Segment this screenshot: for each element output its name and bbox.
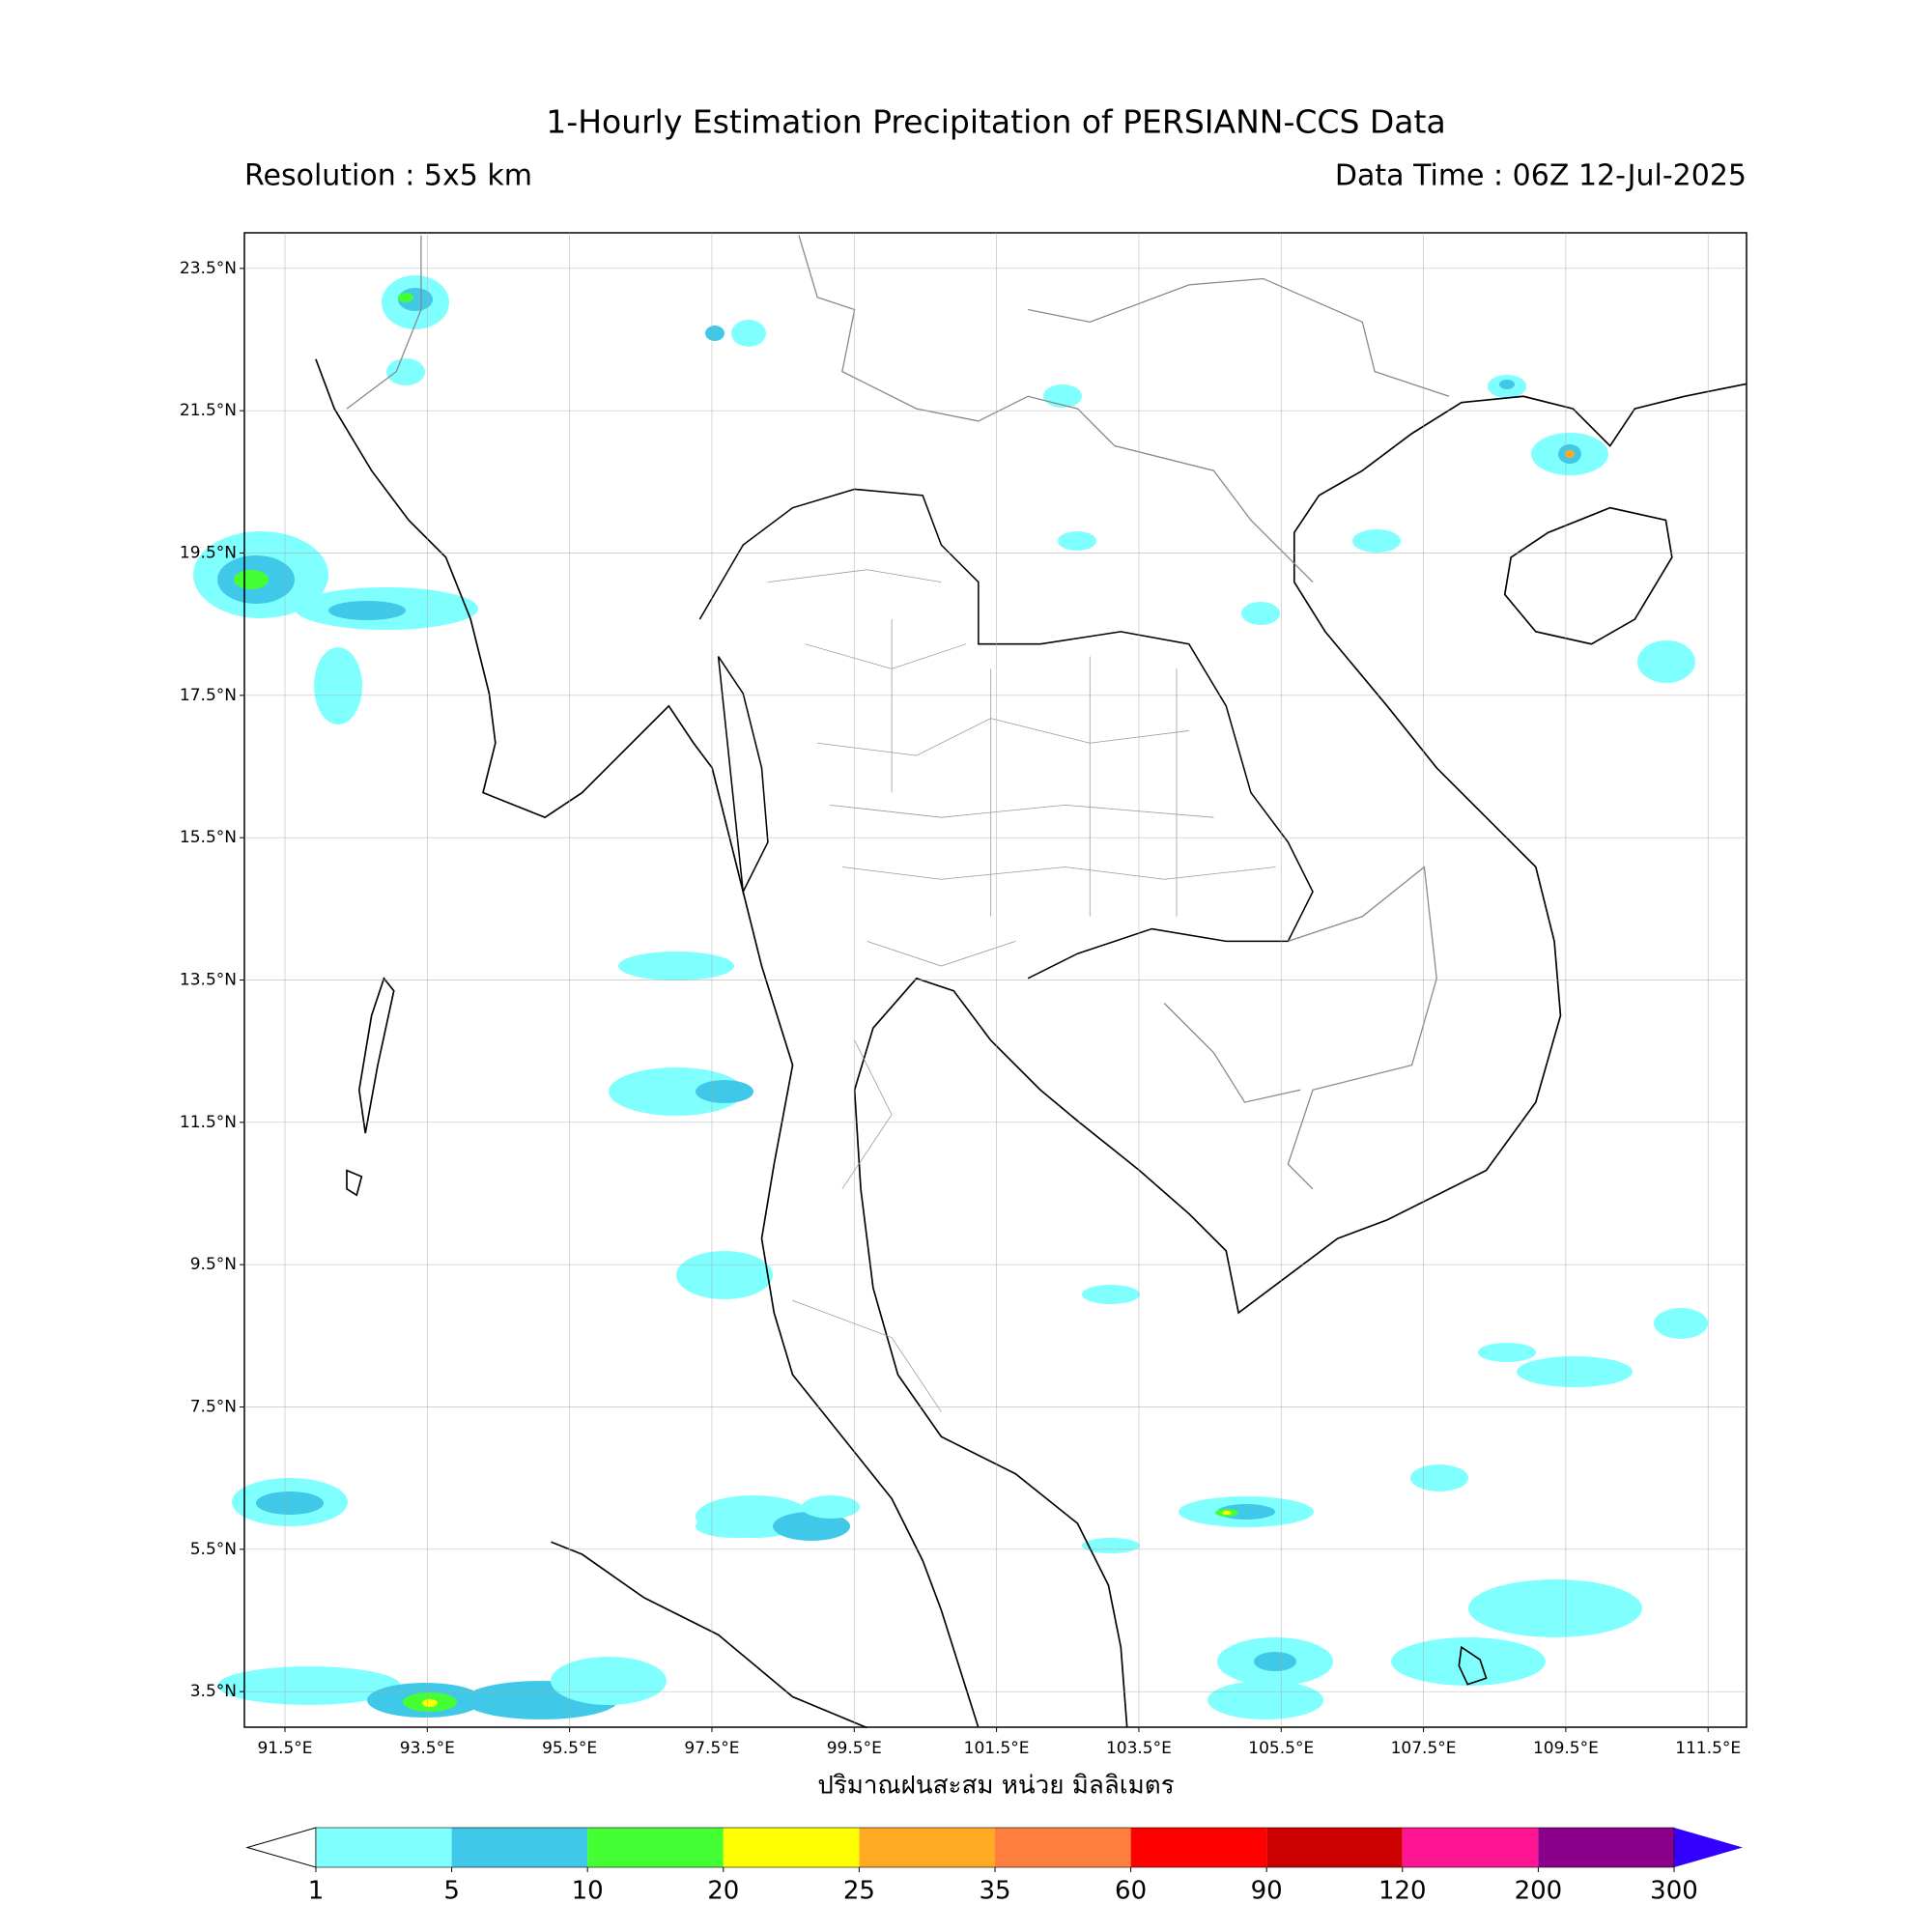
precip-area <box>1352 529 1401 553</box>
y-tick-label: 19.5°N <box>180 544 237 563</box>
x-tick-label: 111.5°E <box>1675 1739 1741 1758</box>
y-tick-label: 9.5°N <box>190 1255 237 1274</box>
colorbar-label: 90 <box>1251 1877 1283 1906</box>
precip-area <box>234 570 269 589</box>
x-tick-label: 109.5°E <box>1533 1739 1599 1758</box>
precip-area <box>1241 602 1280 625</box>
precip-area <box>328 601 406 620</box>
y-tick-label: 5.5°N <box>190 1540 237 1559</box>
colorbar-label: 25 <box>843 1877 875 1906</box>
colorbar-box <box>1538 1828 1674 1867</box>
x-tick-label: 99.5°E <box>827 1739 882 1758</box>
coastline <box>551 1541 867 1729</box>
precip-area <box>1410 1464 1468 1492</box>
resolution: Resolution : 5x5 km <box>244 159 532 193</box>
country-border <box>346 235 1450 1190</box>
colorbar-label: 200 <box>1515 1877 1563 1906</box>
colorbar-box <box>1402 1828 1539 1867</box>
x-tick-label: 93.5°E <box>400 1739 455 1758</box>
colorbar-label: 300 <box>1650 1877 1698 1906</box>
precip-area <box>1468 1579 1642 1637</box>
colorbar-box <box>859 1828 995 1867</box>
colorbar-label: 60 <box>1115 1877 1147 1906</box>
y-tick-label: 21.5°N <box>180 401 237 420</box>
precip-area <box>1654 1308 1708 1339</box>
coastline <box>315 358 1747 1728</box>
y-tick-label: 11.5°N <box>180 1113 237 1132</box>
data-time: Data Time : 06Z 12-Jul-2025 <box>1335 159 1747 193</box>
colorbar-over <box>1674 1828 1743 1867</box>
precip-area <box>676 1251 773 1299</box>
colorbar-label: 120 <box>1378 1877 1427 1906</box>
colorbar-box <box>451 1828 588 1867</box>
x-tick-label: 103.5°E <box>1106 1739 1172 1758</box>
precip-area <box>1517 1356 1633 1387</box>
colorbar-box <box>723 1828 860 1867</box>
precip-area <box>551 1657 667 1705</box>
x-tick-label: 101.5°E <box>964 1739 1030 1758</box>
y-tick-label: 17.5°N <box>180 686 237 705</box>
x-tick-label: 97.5°E <box>684 1739 739 1758</box>
colorbar-label: 1 <box>308 1877 325 1906</box>
precip-area <box>398 293 413 302</box>
x-tick-label: 105.5°E <box>1248 1739 1314 1758</box>
precip-area <box>422 1699 438 1707</box>
coastline <box>346 977 1488 1686</box>
coastline <box>1503 506 1673 645</box>
precip-area <box>1499 380 1515 389</box>
title: 1-Hourly Estimation Precipitation of PER… <box>546 103 1445 141</box>
y-tick-label: 3.5°N <box>190 1682 237 1701</box>
precip-area <box>1208 1681 1323 1719</box>
thailand-border <box>698 488 1314 980</box>
colorbar-box <box>995 1828 1131 1867</box>
x-tick-label: 107.5°E <box>1391 1739 1457 1758</box>
geography <box>315 235 1747 1729</box>
precip-area <box>1637 640 1695 683</box>
colorbar-label: 5 <box>443 1877 460 1906</box>
colorbar-label: 20 <box>707 1877 739 1906</box>
precip-area <box>1043 384 1082 408</box>
precip-area <box>1391 1637 1546 1686</box>
precip-area <box>696 1080 753 1103</box>
precip-area <box>609 1067 744 1116</box>
colorbar-under <box>245 1827 317 1868</box>
precip-area <box>731 320 766 347</box>
y-tick-label: 13.5°N <box>180 971 237 990</box>
precip-area <box>256 1492 324 1515</box>
y-tick-label: 7.5°N <box>190 1398 237 1417</box>
colorbar-box <box>1266 1828 1403 1867</box>
precip-area <box>1254 1652 1296 1671</box>
precip-area <box>802 1495 860 1519</box>
precip-area <box>1565 450 1575 458</box>
precip-area <box>1222 1511 1232 1515</box>
colorbar-label: 35 <box>979 1877 1010 1906</box>
y-tick-label: 15.5°N <box>180 828 237 847</box>
precip-area <box>696 1515 773 1538</box>
colorbar-box <box>316 1828 452 1867</box>
colorbar-box <box>1130 1828 1267 1867</box>
x-axis-label: ปริมาณฝนสะสม หน่วย มิลลิเมตร <box>817 1772 1174 1801</box>
colorbar-label: 10 <box>572 1877 604 1906</box>
precip-area <box>386 358 425 385</box>
colorbar-box <box>587 1828 724 1867</box>
province-borders <box>767 569 1276 1412</box>
precip-area <box>217 1666 401 1705</box>
precipitation-layer <box>193 275 1708 1719</box>
precip-area <box>618 952 734 980</box>
precip-area <box>1082 1285 1140 1304</box>
y-tick-label: 23.5°N <box>180 259 237 278</box>
precip-area <box>1058 531 1096 551</box>
precip-area <box>314 647 362 724</box>
precip-area <box>773 1512 850 1541</box>
precip-area <box>1478 1343 1536 1362</box>
precip-area <box>705 326 724 341</box>
x-tick-label: 91.5°E <box>257 1739 312 1758</box>
x-tick-label: 95.5°E <box>542 1739 597 1758</box>
